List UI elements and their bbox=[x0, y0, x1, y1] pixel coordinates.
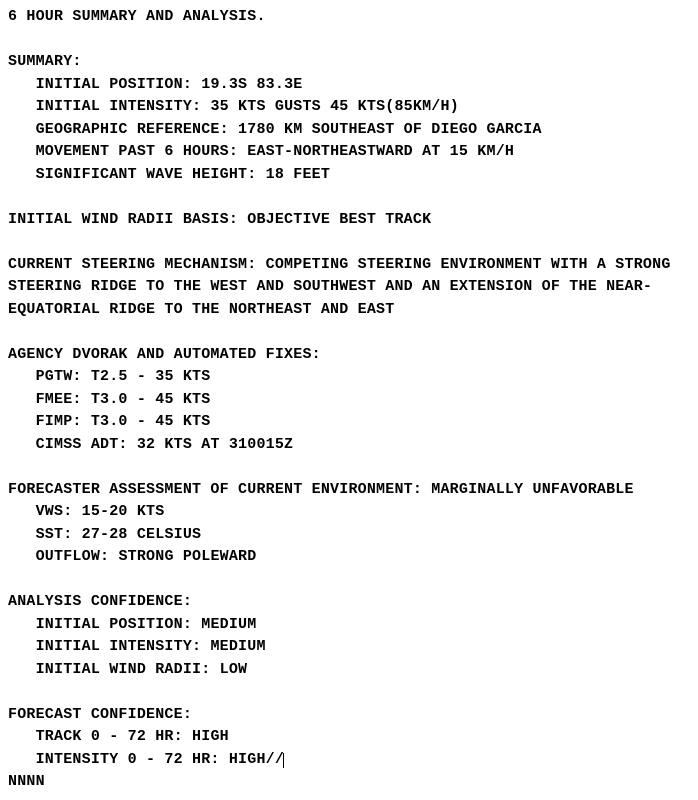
wave-label: SIGNIFICANT WAVE HEIGHT: bbox=[36, 166, 257, 183]
conf-int-label: INITIAL INTENSITY: bbox=[36, 638, 202, 655]
outflow-label: OUTFLOW: bbox=[36, 548, 110, 565]
geo-ref-value: 1780 KM SOUTHEAST OF DIEGO GARCIA bbox=[238, 121, 542, 138]
init-int-label: INITIAL INTENSITY: bbox=[36, 98, 202, 115]
analysis-conf-title: ANALYSIS CONFIDENCE: bbox=[8, 593, 192, 610]
steering-label: CURRENT STEERING MECHANISM: bbox=[8, 256, 256, 273]
cimss-value: 32 KTS AT 310015Z bbox=[137, 436, 293, 453]
fc-int-value: HIGH// bbox=[229, 751, 284, 768]
init-pos-label: INITIAL POSITION: bbox=[36, 76, 192, 93]
sst-value: 27-28 CELSIUS bbox=[82, 526, 202, 543]
terminator: NNNN bbox=[8, 773, 45, 790]
wind-radii-basis-label: INITIAL WIND RADII BASIS: bbox=[8, 211, 238, 228]
env-value: MARGINALLY UNFAVORABLE bbox=[431, 481, 633, 498]
fc-track-value: HIGH bbox=[192, 728, 229, 745]
fimp-label: FIMP: bbox=[36, 413, 82, 430]
init-int-value: 35 KTS GUSTS 45 KTS(85KM/H) bbox=[210, 98, 458, 115]
init-pos-value: 19.3S 83.3E bbox=[201, 76, 302, 93]
conf-radii-label: INITIAL WIND RADII: bbox=[36, 661, 211, 678]
conf-radii-value: LOW bbox=[220, 661, 248, 678]
bulletin-text: 6 HOUR SUMMARY AND ANALYSIS. SUMMARY: IN… bbox=[0, 0, 698, 800]
header-line: 6 HOUR SUMMARY AND ANALYSIS. bbox=[8, 8, 266, 25]
pgtw-value: T2.5 - 35 KTS bbox=[91, 368, 211, 385]
fmee-label: FMEE: bbox=[36, 391, 82, 408]
summary-title: SUMMARY: bbox=[8, 53, 82, 70]
geo-ref-label: GEOGRAPHIC REFERENCE: bbox=[36, 121, 229, 138]
env-label: FORECASTER ASSESSMENT OF CURRENT ENVIRON… bbox=[8, 481, 422, 498]
fc-int-label: INTENSITY 0 - 72 HR: bbox=[36, 751, 220, 768]
dvorak-title: AGENCY DVORAK AND AUTOMATED FIXES: bbox=[8, 346, 321, 363]
fc-track-label: TRACK 0 - 72 HR: bbox=[36, 728, 183, 745]
sst-label: SST: bbox=[36, 526, 73, 543]
conf-pos-label: INITIAL POSITION: bbox=[36, 616, 192, 633]
fmee-value: T3.0 - 45 KTS bbox=[91, 391, 211, 408]
vws-value: 15-20 KTS bbox=[82, 503, 165, 520]
movement-value: EAST-NORTHEASTWARD AT 15 KM/H bbox=[247, 143, 514, 160]
pgtw-label: PGTW: bbox=[36, 368, 82, 385]
conf-pos-value: MEDIUM bbox=[201, 616, 256, 633]
cimss-label: CIMSS ADT: bbox=[36, 436, 128, 453]
wave-value: 18 FEET bbox=[266, 166, 330, 183]
fimp-value: T3.0 - 45 KTS bbox=[91, 413, 211, 430]
forecast-conf-title: FORECAST CONFIDENCE: bbox=[8, 706, 192, 723]
movement-label: MOVEMENT PAST 6 HOURS: bbox=[36, 143, 238, 160]
vws-label: VWS: bbox=[36, 503, 73, 520]
text-cursor bbox=[283, 753, 284, 768]
conf-int-value: MEDIUM bbox=[210, 638, 265, 655]
wind-radii-basis-value: OBJECTIVE BEST TRACK bbox=[247, 211, 431, 228]
outflow-value: STRONG POLEWARD bbox=[118, 548, 256, 565]
